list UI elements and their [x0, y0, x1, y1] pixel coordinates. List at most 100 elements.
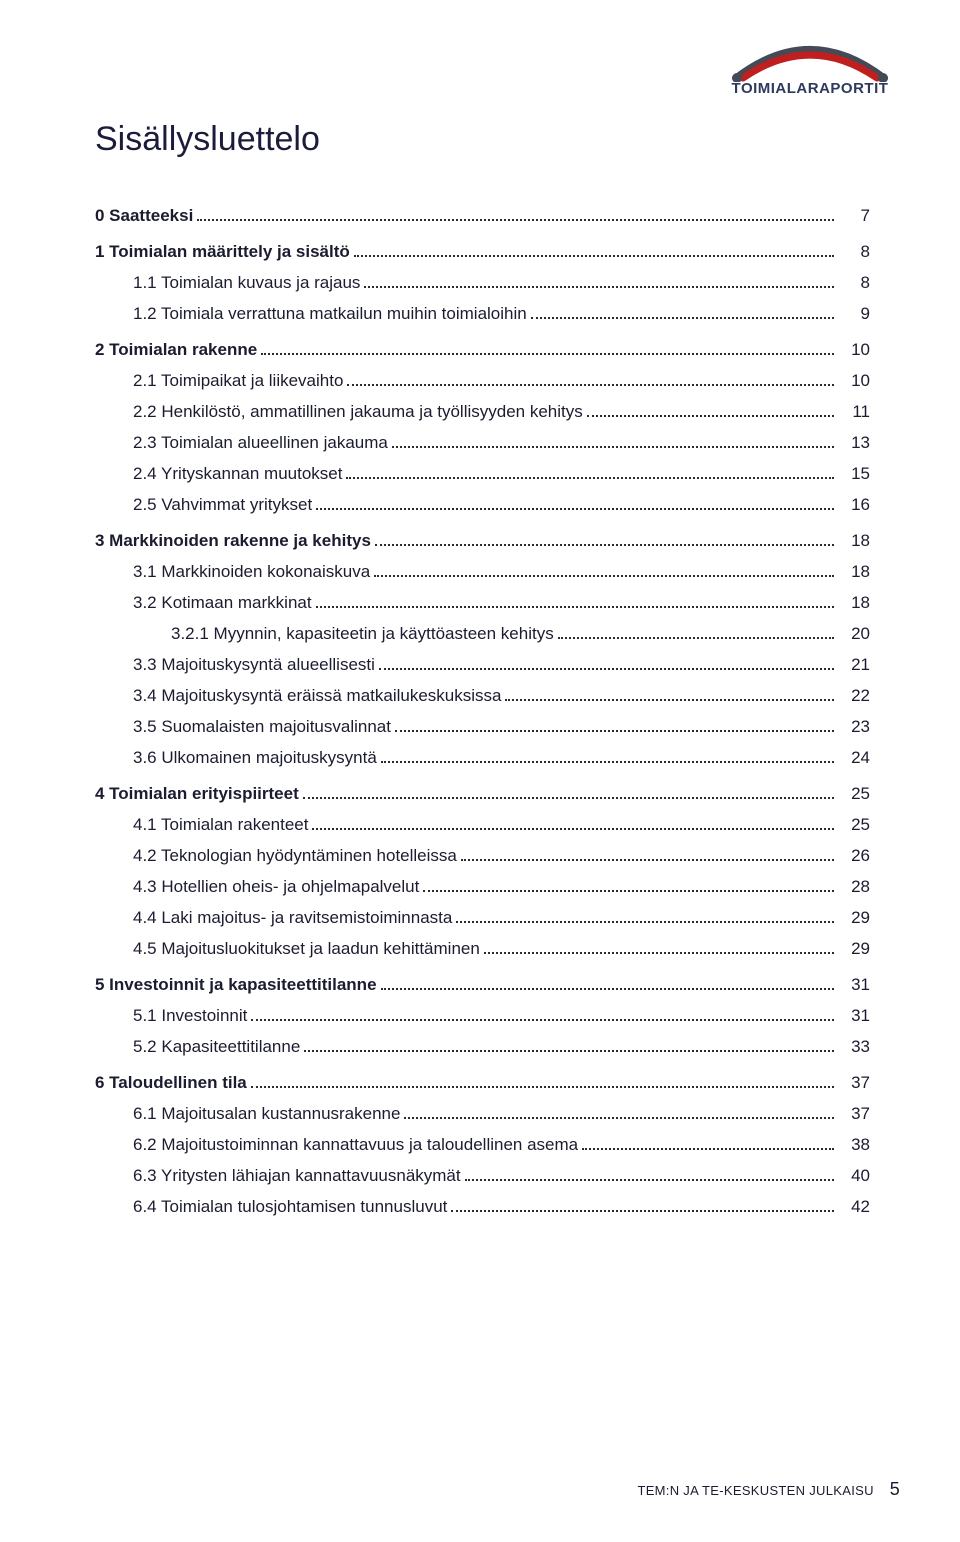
brand-logo: TOIMIALARAPORTIT — [700, 38, 920, 97]
toc-entry-label: 0 Saatteeksi — [95, 207, 193, 224]
toc-entry: 3.6 Ulkomainen majoituskysyntä24 — [95, 749, 870, 767]
toc-entry: 1.1 Toimialan kuvaus ja rajaus 8 — [95, 274, 870, 292]
toc-entry: 2.2 Henkilöstö, ammatillinen jakauma ja … — [95, 403, 870, 421]
toc-entry-label: 1.1 Toimialan kuvaus ja rajaus — [133, 274, 360, 291]
toc-entry-page: 10 — [840, 341, 870, 358]
toc-entry: 4 Toimialan erityispiirteet 25 — [95, 785, 870, 803]
toc-entry-page: 8 — [840, 274, 870, 291]
toc-leader-dots — [505, 699, 834, 701]
toc-entry-page: 25 — [840, 785, 870, 802]
toc-entry-page: 10 — [840, 372, 870, 389]
toc-entry: 3.1 Markkinoiden kokonaiskuva 18 — [95, 563, 870, 581]
toc-entry-label: 1 Toimialan määrittely ja sisältö — [95, 243, 350, 260]
toc-entry: 2.3 Toimialan alueellinen jakauma 13 — [95, 434, 870, 452]
toc-entry-page: 22 — [840, 687, 870, 704]
toc-entry: 3.3 Majoituskysyntä alueellisesti21 — [95, 656, 870, 674]
toc-leader-dots — [346, 477, 834, 479]
toc-entry: 3.2 Kotimaan markkinat 18 — [95, 594, 870, 612]
toc-entry-page: 15 — [840, 465, 870, 482]
toc-entry: 5 Investoinnit ja kapasiteettitilanne 31 — [95, 976, 870, 994]
toc-entry-label: 3.6 Ulkomainen majoituskysyntä — [133, 749, 377, 766]
toc-leader-dots — [374, 575, 834, 577]
toc-entry: 4.3 Hotellien oheis- ja ohjelmapalvelut2… — [95, 878, 870, 896]
toc-leader-dots — [304, 1050, 834, 1052]
toc-entry-label: 2.3 Toimialan alueellinen jakauma — [133, 434, 388, 451]
toc-entry-page: 18 — [840, 532, 870, 549]
toc-entry-page: 31 — [840, 976, 870, 993]
page-title: Sisällysluettelo — [95, 120, 870, 159]
toc-entry-label: 4.1 Toimialan rakenteet — [133, 816, 308, 833]
toc-entry: 1 Toimialan määrittely ja sisältö 8 — [95, 243, 870, 261]
table-of-contents: 0 Saatteeksi 7 1 Toimialan määrittely ja s… — [95, 207, 870, 1216]
toc-entry: 2.5 Vahvimmat yritykset 16 — [95, 496, 870, 514]
toc-leader-dots — [392, 446, 834, 448]
toc-leader-dots — [316, 606, 834, 608]
toc-leader-dots — [582, 1148, 834, 1150]
toc-leader-dots — [461, 859, 834, 861]
toc-entry-page: 29 — [840, 940, 870, 957]
toc-entry-label: 4.5 Majoitusluokitukset ja laadun kehitt… — [133, 940, 480, 957]
toc-leader-dots — [364, 286, 834, 288]
toc-leader-dots — [531, 317, 834, 319]
toc-leader-dots — [404, 1117, 834, 1119]
toc-entry: 6 Taloudellinen tila37 — [95, 1074, 870, 1092]
toc-leader-dots — [465, 1179, 834, 1181]
toc-entry-label: 6.1 Majoitusalan kustannusrakenne — [133, 1105, 400, 1122]
toc-entry: 0 Saatteeksi 7 — [95, 207, 870, 225]
toc-entry-page: 31 — [840, 1007, 870, 1024]
toc-entry-label: 3.1 Markkinoiden kokonaiskuva — [133, 563, 370, 580]
toc-entry: 3 Markkinoiden rakenne ja kehitys 18 — [95, 532, 870, 550]
toc-leader-dots — [484, 952, 834, 954]
toc-leader-dots — [197, 219, 834, 221]
toc-entry-label: 2.4 Yrityskannan muutokset — [133, 465, 342, 482]
toc-entry-label: 6.2 Majoitustoiminnan kannattavuus ja ta… — [133, 1136, 578, 1153]
toc-entry-page: 25 — [840, 816, 870, 833]
toc-entry: 3.2.1 Myynnin, kapasiteetin ja käyttöast… — [95, 625, 870, 643]
toc-entry-page: 18 — [840, 594, 870, 611]
toc-leader-dots — [261, 353, 834, 355]
toc-entry: 4.4 Laki majoitus- ja ravitsemistoiminna… — [95, 909, 870, 927]
toc-entry-page: 9 — [840, 305, 870, 322]
toc-entry-page: 42 — [840, 1198, 870, 1215]
toc-entry: 6.1 Majoitusalan kustannusrakenne 37 — [95, 1105, 870, 1123]
toc-entry-label: 2.5 Vahvimmat yritykset — [133, 496, 312, 513]
toc-entry-label: 3.5 Suomalaisten majoitusvalinnat — [133, 718, 391, 735]
footer-page-number: 5 — [890, 1479, 900, 1499]
toc-entry: 3.5 Suomalaisten majoitusvalinnat23 — [95, 718, 870, 736]
toc-entry-label: 2.2 Henkilöstö, ammatillinen jakauma ja … — [133, 403, 583, 420]
toc-leader-dots — [347, 384, 834, 386]
toc-entry-page: 26 — [840, 847, 870, 864]
toc-entry-page: 18 — [840, 563, 870, 580]
toc-leader-dots — [456, 921, 834, 923]
toc-entry: 4.1 Toimialan rakenteet 25 — [95, 816, 870, 834]
toc-leader-dots — [587, 415, 834, 417]
toc-entry: 2 Toimialan rakenne 10 — [95, 341, 870, 359]
toc-entry: 5.2 Kapasiteettitilanne33 — [95, 1038, 870, 1056]
toc-entry-page: 16 — [840, 496, 870, 513]
toc-entry-page: 38 — [840, 1136, 870, 1153]
toc-entry-page: 37 — [840, 1105, 870, 1122]
toc-entry-label: 1.2 Toimiala verrattuna matkailun muihin… — [133, 305, 527, 322]
toc-leader-dots — [381, 761, 834, 763]
toc-entry-page: 7 — [840, 207, 870, 224]
toc-entry-label: 5 Investoinnit ja kapasiteettitilanne — [95, 976, 377, 993]
toc-entry-label: 2 Toimialan rakenne — [95, 341, 257, 358]
toc-leader-dots — [354, 255, 834, 257]
toc-entry-page: 13 — [840, 434, 870, 451]
toc-leader-dots — [451, 1210, 834, 1212]
toc-entry-label: 3 Markkinoiden rakenne ja kehitys — [95, 532, 371, 549]
toc-entry-page: 33 — [840, 1038, 870, 1055]
toc-leader-dots — [312, 828, 834, 830]
toc-entry-label: 2.1 Toimipaikat ja liikevaihto — [133, 372, 343, 389]
toc-entry-label: 4 Toimialan erityispiirteet — [95, 785, 299, 802]
toc-entry-label: 3.2 Kotimaan markkinat — [133, 594, 312, 611]
brand-logo-text: TOIMIALARAPORTIT — [700, 80, 920, 97]
toc-leader-dots — [381, 988, 834, 990]
toc-entry-page: 20 — [840, 625, 870, 642]
toc-entry-label: 5.1 Investoinnit — [133, 1007, 247, 1024]
toc-entry-label: 3.4 Majoituskysyntä eräissä matkailukesk… — [133, 687, 501, 704]
toc-entry: 3.4 Majoituskysyntä eräissä matkailukesk… — [95, 687, 870, 705]
toc-leader-dots — [558, 637, 834, 639]
toc-entry-page: 8 — [840, 243, 870, 260]
toc-entry-page: 37 — [840, 1074, 870, 1091]
